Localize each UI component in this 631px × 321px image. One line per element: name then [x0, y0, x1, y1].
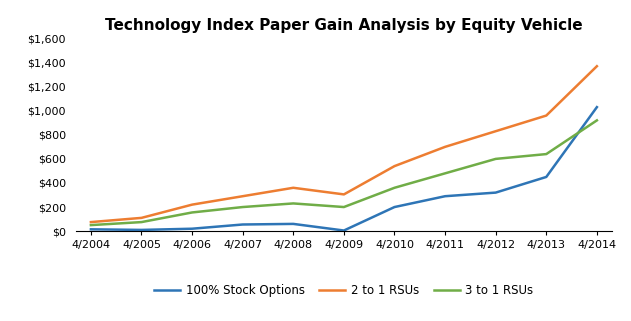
100% Stock Options: [188, 227, 196, 230]
Legend: 100% Stock Options, 2 to 1 RSUs, 3 to 1 RSUs: 100% Stock Options, 2 to 1 RSUs, 3 to 1 …: [150, 279, 538, 302]
2 to 1 RSUs: [87, 220, 95, 224]
3 to 1 RSUs: [188, 211, 196, 214]
2 to 1 RSUs: [492, 129, 500, 133]
2 to 1 RSUs: [340, 193, 348, 196]
3 to 1 RSUs: [87, 223, 95, 227]
2 to 1 RSUs: [290, 186, 297, 190]
3 to 1 RSUs: [138, 220, 145, 224]
100% Stock Options: [492, 191, 500, 195]
Title: Technology Index Paper Gain Analysis by Equity Vehicle: Technology Index Paper Gain Analysis by …: [105, 18, 582, 33]
100% Stock Options: [543, 175, 550, 179]
2 to 1 RSUs: [188, 203, 196, 207]
100% Stock Options: [593, 105, 601, 109]
3 to 1 RSUs: [239, 205, 247, 209]
2 to 1 RSUs: [391, 164, 398, 168]
100% Stock Options: [441, 194, 449, 198]
3 to 1 RSUs: [391, 186, 398, 190]
3 to 1 RSUs: [340, 205, 348, 209]
100% Stock Options: [239, 222, 247, 226]
Line: 100% Stock Options: 100% Stock Options: [91, 107, 597, 230]
3 to 1 RSUs: [593, 118, 601, 122]
3 to 1 RSUs: [441, 171, 449, 175]
Line: 2 to 1 RSUs: 2 to 1 RSUs: [91, 66, 597, 222]
2 to 1 RSUs: [543, 114, 550, 117]
Line: 3 to 1 RSUs: 3 to 1 RSUs: [91, 120, 597, 225]
100% Stock Options: [138, 228, 145, 232]
100% Stock Options: [87, 227, 95, 231]
3 to 1 RSUs: [290, 202, 297, 205]
3 to 1 RSUs: [543, 152, 550, 156]
100% Stock Options: [290, 222, 297, 226]
2 to 1 RSUs: [138, 216, 145, 220]
100% Stock Options: [391, 205, 398, 209]
2 to 1 RSUs: [239, 194, 247, 198]
100% Stock Options: [340, 229, 348, 232]
2 to 1 RSUs: [593, 64, 601, 68]
3 to 1 RSUs: [492, 157, 500, 161]
2 to 1 RSUs: [441, 145, 449, 149]
